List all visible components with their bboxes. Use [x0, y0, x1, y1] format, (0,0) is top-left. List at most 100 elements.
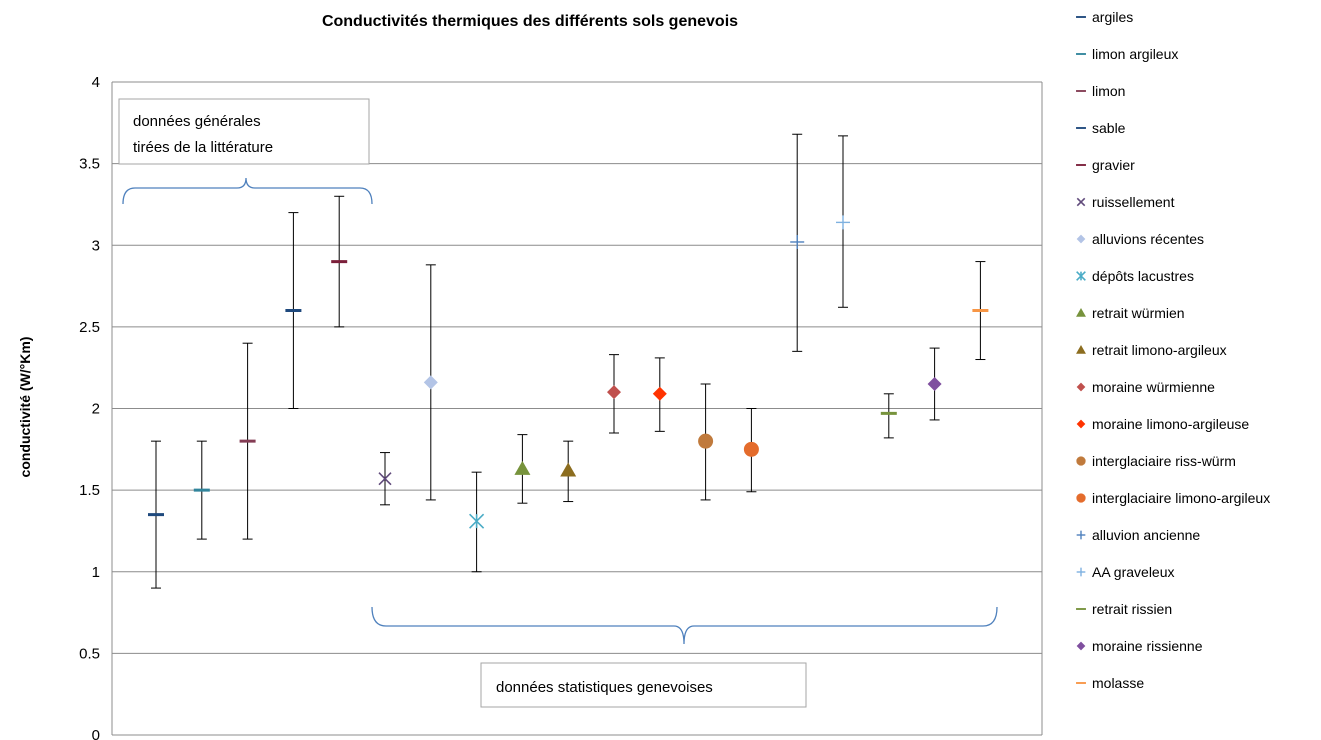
legend-label: retrait würmien — [1092, 305, 1185, 321]
series-point-7 — [423, 264, 438, 501]
data-marker — [423, 375, 438, 390]
data-marker — [927, 377, 942, 392]
series-point-2 — [193, 440, 210, 540]
series-point-17 — [880, 393, 897, 439]
legend-label: AA graveleux — [1092, 564, 1175, 580]
legend-label: limon — [1092, 83, 1125, 99]
series-point-5 — [331, 195, 348, 328]
y-tick-label: 0 — [92, 727, 100, 740]
y-tick-label: 1 — [92, 564, 100, 581]
x-stroke-2 — [1076, 197, 1086, 207]
legend-label: argiles — [1092, 9, 1133, 25]
series-point-12 — [652, 357, 667, 432]
legend-item-19: molasse — [1076, 675, 1144, 691]
legend-marker — [1076, 345, 1086, 354]
series-point-3 — [239, 342, 256, 540]
data-marker — [698, 433, 714, 449]
brace-geneva — [371, 606, 998, 645]
data-marker — [607, 385, 621, 400]
y-axis-label: conductivité (W/°Km) — [17, 337, 33, 478]
data-marker — [560, 462, 577, 477]
legend-label: interglaciaire riss-würm — [1092, 453, 1236, 469]
legend-label: ruissellement — [1092, 194, 1175, 210]
legend-marker — [1076, 419, 1086, 429]
legend-label: retrait limono-argileux — [1092, 342, 1227, 358]
y-tick-label: 3.5 — [79, 156, 100, 173]
legend-item-4: sable — [1076, 120, 1126, 136]
legend-item-11: moraine würmienne — [1076, 379, 1215, 395]
series-point-18 — [927, 347, 942, 421]
legend-item-2: limon argileux — [1076, 46, 1178, 62]
y-tick-label: 0.5 — [79, 645, 100, 662]
series-point-10 — [560, 440, 577, 503]
series-point-14 — [743, 408, 759, 493]
legend-item-13: interglaciaire riss-würm — [1076, 453, 1236, 469]
legend-item-17: retrait rissien — [1076, 601, 1172, 617]
series-point-1 — [148, 440, 164, 589]
annotation-geneva-text: données statistiques genevoises — [496, 679, 713, 696]
legend-item-3: limon — [1076, 83, 1125, 99]
legend-item-7: alluvions récentes — [1076, 231, 1204, 247]
legend-marker — [1076, 234, 1086, 244]
legend-item-6: ruissellement — [1076, 194, 1175, 210]
x-stroke-2 — [378, 472, 392, 486]
legend-item-14: interglaciaire limono-argileux — [1076, 490, 1270, 506]
legend-marker — [1076, 271, 1086, 281]
series-point-13 — [698, 383, 714, 501]
legend-item-15: alluvion ancienne — [1076, 527, 1200, 543]
legend-marker — [1076, 308, 1086, 317]
data-marker — [743, 441, 759, 457]
legend-item-16: AA graveleux — [1076, 564, 1175, 580]
legend-label: moraine limono-argileuse — [1092, 416, 1249, 432]
y-tick-label: 2.5 — [79, 319, 100, 336]
plot-area — [148, 133, 989, 589]
legend-marker — [1076, 197, 1086, 207]
data-marker — [790, 234, 805, 249]
legend-item-12: moraine limono-argileuse — [1076, 416, 1249, 432]
legend-marker — [1076, 382, 1086, 392]
data-marker — [652, 386, 667, 401]
legend-marker — [1076, 641, 1086, 651]
legend-item-8: dépôts lacustres — [1076, 268, 1194, 284]
legend: argiles limon argileux limon sable gravier ru… — [1076, 9, 1270, 691]
legend-label: moraine würmienne — [1092, 379, 1215, 395]
series-point-15 — [790, 133, 805, 352]
series-point-19 — [972, 261, 989, 361]
series-point-4 — [285, 212, 302, 409]
legend-label: dépôts lacustres — [1092, 268, 1194, 284]
series-point-8 — [469, 471, 485, 573]
annotation-geneva-box — [480, 662, 807, 708]
grid — [111, 81, 1043, 736]
legend-marker — [1076, 456, 1086, 466]
annotation-literature: données générales tirées de la littératu… — [118, 98, 373, 205]
legend-item-10: retrait limono-argileux — [1076, 342, 1227, 358]
y-tick-label: 2 — [92, 401, 100, 418]
y-axis-ticks: 0 0.5 1 1.5 2 2.5 3 3.5 4 — [79, 74, 100, 740]
legend-label: alluvions récentes — [1092, 231, 1204, 247]
series-point-11 — [607, 354, 621, 434]
data-marker — [514, 460, 531, 475]
data-marker — [836, 215, 850, 230]
series-point-6 — [378, 452, 392, 506]
legend-label: molasse — [1092, 675, 1144, 691]
y-tick-label: 3 — [92, 237, 100, 254]
legend-label: interglaciaire limono-argileux — [1092, 490, 1270, 506]
legend-item-18: moraine rissienne — [1076, 638, 1203, 654]
legend-marker — [1076, 567, 1086, 577]
legend-label: moraine rissienne — [1092, 638, 1203, 654]
data-marker — [469, 513, 485, 529]
annotation-geneva: données statistiques genevoises — [371, 606, 998, 708]
legend-marker — [1076, 530, 1086, 540]
legend-item-5: gravier — [1076, 157, 1135, 173]
series-point-9 — [514, 434, 531, 504]
annotation-literature-line-1: données générales — [133, 113, 261, 130]
legend-marker — [1076, 493, 1086, 503]
legend-label: alluvion ancienne — [1092, 527, 1200, 543]
legend-label: limon argileux — [1092, 46, 1178, 62]
legend-label: sable — [1092, 120, 1126, 136]
annotation-literature-line-2: tirées de la littérature — [133, 139, 273, 156]
y-tick-label: 4 — [92, 74, 100, 91]
y-tick-label: 1.5 — [79, 482, 100, 499]
legend-item-1: argiles — [1076, 9, 1133, 25]
